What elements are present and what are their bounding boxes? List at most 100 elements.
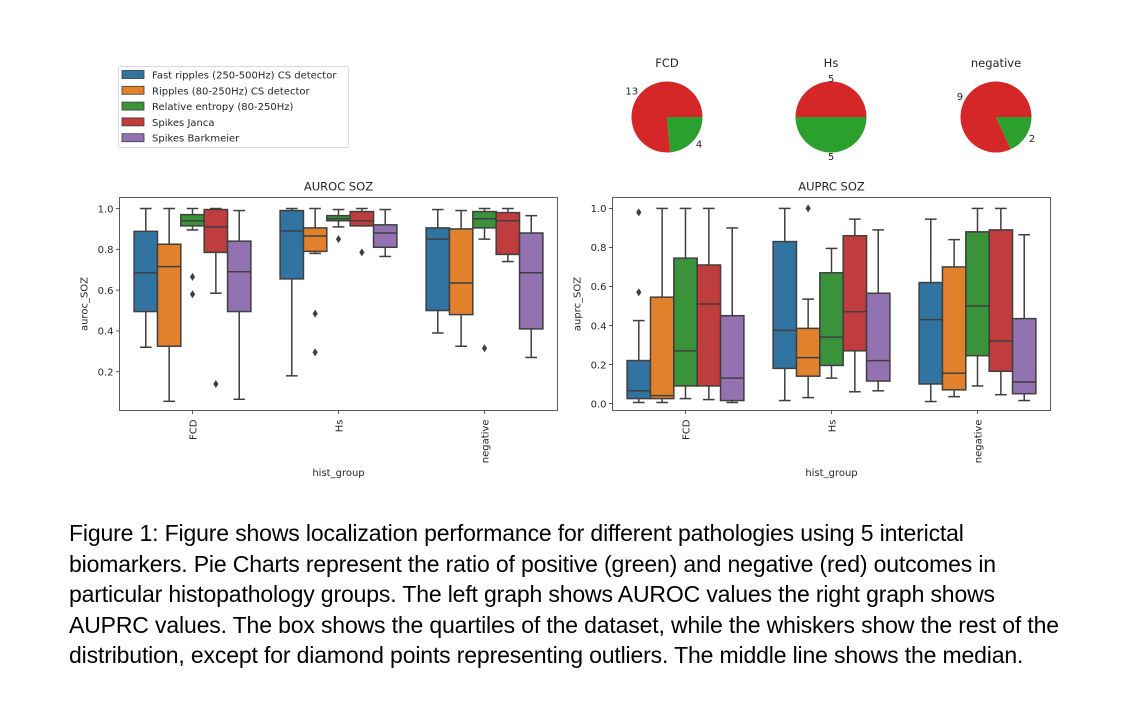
box-iqr (988, 229, 1014, 373)
legend-label: Spikes Barkmeier (152, 134, 240, 145)
legend-label: Ripples (80-250Hz) CS detector (152, 86, 311, 97)
box-negative-0 (918, 218, 944, 403)
box-iqr (448, 228, 474, 316)
x-tick-label: Hs (335, 420, 346, 433)
pie-negative: negative 9 2 (957, 56, 1035, 153)
box-negative-3 (988, 207, 1014, 396)
figure-caption: Figure 1: Figure shows localization perf… (69, 520, 1059, 669)
plot-title: AUPRC SOZ (798, 180, 865, 194)
legend-swatch (121, 117, 145, 127)
box-iqr (349, 210, 375, 227)
box-iqr (372, 224, 398, 249)
box-hs-1 (795, 204, 821, 399)
pie-fcd: FCD 13 4 (625, 56, 703, 153)
x-tick-label: FCD (189, 419, 200, 440)
box-fcd-4 (226, 209, 252, 401)
box-iqr (918, 281, 944, 385)
box-negative-0 (425, 208, 451, 334)
box-negative-2 (472, 207, 497, 353)
pie-slice-positive (667, 117, 703, 153)
box-iqr (842, 234, 868, 352)
box-iqr (649, 296, 675, 400)
y-tick-label: 0.8 (591, 243, 607, 254)
box-fcd-1 (156, 207, 182, 403)
box-hs-2 (326, 208, 351, 244)
box-fcd-2 (180, 207, 205, 299)
y-tick-label: 0.6 (98, 286, 114, 297)
box-iqr (203, 208, 229, 254)
plot-frame (612, 197, 1051, 411)
box-iqr (133, 230, 159, 313)
pie-slice-label: 5 (828, 74, 834, 85)
box-hs-0 (772, 207, 798, 402)
outlier-point (805, 204, 811, 213)
box-hs-2 (819, 247, 844, 379)
pie-slice-label: 4 (696, 139, 702, 150)
box-hs-3 (349, 207, 375, 257)
box-negative-1 (448, 209, 474, 347)
x-tick-label: negative (974, 420, 985, 464)
legend-label: Relative entropy (80-250Hz) (152, 102, 293, 113)
box-iqr (302, 227, 328, 253)
outlier-point (189, 272, 196, 281)
box-negative-4 (1011, 234, 1037, 402)
x-tick-label: Hs (828, 420, 839, 433)
auroc-boxplot: AUROC SOZ 0.2 0.4 0.6 0.8 1.0 auroc_SOZ FCD Hs ne… (80, 180, 558, 479)
y-tick-label: 0.0 (591, 399, 607, 410)
pie-slice-negative (795, 81, 867, 117)
box-hs-1 (302, 207, 328, 357)
box-fcd-0 (626, 208, 652, 404)
y-tick-label: 0.4 (98, 327, 114, 338)
legend-swatch (121, 70, 145, 79)
legend: Fast ripples (250-500Hz) CS detector Ripp… (118, 66, 349, 148)
box-hs-3 (842, 218, 868, 393)
box-fcd-2 (673, 207, 698, 400)
y-axis-label: auroc_SOZ (80, 277, 91, 331)
x-axis-label: hist_group (805, 468, 857, 479)
pie-charts: FCD 13 4 Hs 5 5 negative 9 2 (625, 56, 1035, 163)
pie-slice-label: 2 (1029, 134, 1035, 145)
y-tick-label: 1.0 (591, 204, 607, 215)
box-negative-2 (965, 207, 990, 387)
box-negative-4 (518, 214, 544, 359)
y-tick-label: 1.0 (98, 204, 114, 215)
legend-label: Fast ripples (250-500Hz) CS detector (152, 71, 337, 82)
outlier-point (213, 379, 219, 388)
box-iqr (472, 210, 497, 229)
outlier-point (335, 235, 342, 244)
box-iqr (965, 231, 990, 357)
box-iqr (941, 266, 967, 391)
x-tick-label: FCD (682, 419, 693, 440)
box-hs-0 (279, 207, 305, 377)
y-tick-label: 0.4 (591, 321, 607, 332)
box-iqr (626, 359, 652, 400)
box-fcd-3 (203, 207, 229, 388)
box-iqr (795, 327, 821, 377)
outlier-point (481, 344, 488, 353)
pie-slice-positive (996, 117, 1032, 150)
y-tick-label: 0.6 (591, 282, 607, 293)
y-axis-label: auprc_SOZ (573, 277, 584, 331)
box-fcd-1 (649, 207, 675, 404)
outlier-point (189, 290, 196, 299)
pie-slice-label: 13 (625, 87, 638, 98)
outlier-point (359, 248, 365, 257)
box-iqr (156, 243, 182, 347)
pie-hs: Hs 5 5 (795, 56, 867, 163)
box-iqr (279, 209, 305, 280)
box-iqr (1011, 317, 1037, 395)
plot-frame (119, 197, 558, 411)
box-hs-4 (372, 208, 398, 258)
box-negative-3 (495, 207, 521, 263)
box-iqr (696, 264, 722, 387)
y-tick-label: 0.2 (591, 360, 607, 371)
box-iqr (226, 240, 252, 313)
box-iqr (425, 227, 451, 312)
box-iqr (673, 257, 698, 387)
box-fcd-3 (696, 207, 722, 401)
legend-swatch (121, 133, 145, 143)
pie-slice-label: 9 (957, 92, 963, 103)
box-iqr (819, 272, 844, 367)
legend-label: Spikes Janca (152, 118, 215, 129)
box-iqr (518, 232, 544, 330)
